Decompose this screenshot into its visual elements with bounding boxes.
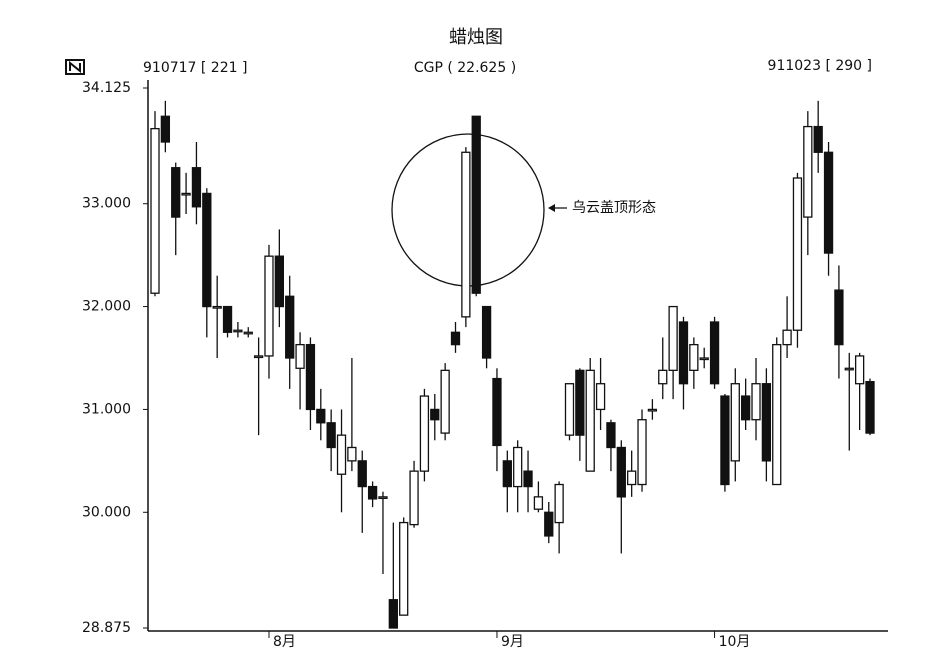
candle-body <box>253 355 264 359</box>
candle-body <box>533 496 544 510</box>
candle-body <box>243 331 253 335</box>
candle-body <box>399 521 409 616</box>
candle-body <box>751 383 761 421</box>
candle-body <box>844 367 854 371</box>
annotation: 乌云盖顶形态 <box>572 200 656 216</box>
candle-body <box>720 395 730 486</box>
chart-title: 蜡烛图 <box>449 27 503 48</box>
candle-body <box>191 167 202 208</box>
y-tick-label: 28.875 <box>82 620 131 636</box>
right-label: 911023 [ 290 ] <box>768 58 872 74</box>
candle-body <box>606 422 616 449</box>
candle-body <box>595 383 606 411</box>
candle-body <box>834 289 844 346</box>
candle-body <box>481 305 492 359</box>
candle-body <box>709 321 720 385</box>
candle-body <box>202 192 212 308</box>
candle-body <box>222 305 233 333</box>
candle-body <box>461 151 471 318</box>
candle-body <box>616 446 626 498</box>
candle-body <box>367 485 378 500</box>
candle-body <box>658 369 668 385</box>
candle-body <box>689 343 699 371</box>
candle-body <box>295 343 305 369</box>
candle-body <box>274 255 284 308</box>
candle-body <box>772 343 782 486</box>
candle-body <box>792 177 803 331</box>
candle-body <box>160 115 171 143</box>
candle-body <box>782 329 792 346</box>
candle-body <box>233 329 243 333</box>
x-tick-label: 8月 <box>273 634 296 650</box>
candle-body <box>502 460 512 488</box>
candle-body <box>585 369 595 472</box>
candle-body <box>813 125 823 153</box>
candle-body <box>181 192 191 196</box>
candle-body <box>803 125 813 218</box>
x-tick-label: 9月 <box>501 634 524 650</box>
candle-body <box>285 295 295 359</box>
candle-body <box>336 434 347 475</box>
candle-body <box>647 408 658 412</box>
candle-body <box>316 408 326 424</box>
candle-body <box>450 331 461 346</box>
candle-body <box>305 343 316 411</box>
candle-body <box>171 167 181 218</box>
candle-body <box>378 496 388 500</box>
candle-body <box>741 395 751 421</box>
candle-body <box>554 483 564 524</box>
candle-body <box>492 377 502 447</box>
candle-body <box>699 357 709 361</box>
logo-icon <box>65 59 85 75</box>
candle-body <box>668 305 678 371</box>
y-tick-label: 32.000 <box>82 299 131 315</box>
candle-body <box>150 127 160 294</box>
candle-body <box>357 460 367 488</box>
candle-body <box>440 369 450 434</box>
candle-body <box>430 408 440 421</box>
candle-body <box>409 470 419 526</box>
candle-body <box>347 446 357 462</box>
center-label: CGP ( 22.625 ) <box>414 60 516 76</box>
candle-body <box>678 321 689 385</box>
candle-body <box>544 511 554 537</box>
y-tick-label: 34.125 <box>82 80 131 96</box>
candle-body <box>471 115 481 294</box>
candle-body <box>564 383 575 436</box>
annotation-arrow <box>548 204 567 212</box>
candle-body <box>575 369 585 436</box>
y-tick-label: 31.000 <box>82 401 131 417</box>
x-tick-label: 10月 <box>719 634 751 650</box>
candle-body <box>388 599 398 629</box>
candle-body <box>264 255 274 357</box>
candle-body <box>627 470 637 486</box>
candle-body <box>513 446 523 488</box>
candle-body <box>823 151 834 254</box>
y-tick-label: 30.000 <box>82 504 131 520</box>
candle-body <box>854 355 865 385</box>
y-tick-label: 33.000 <box>82 196 131 212</box>
candle-body <box>523 470 533 488</box>
candle-body <box>419 395 430 472</box>
candle-body <box>637 419 647 486</box>
left-label: 910717 [ 221 ] <box>143 60 247 76</box>
candle-body <box>212 305 222 309</box>
candle-body <box>326 422 336 449</box>
candle-body <box>761 383 772 462</box>
candle-body <box>865 381 875 434</box>
candle-body <box>730 383 740 462</box>
